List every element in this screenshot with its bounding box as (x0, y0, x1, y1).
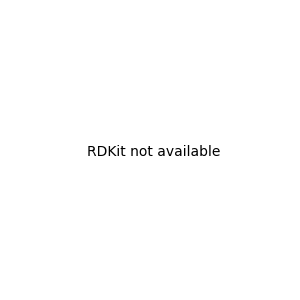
Text: RDKit not available: RDKit not available (87, 145, 220, 158)
